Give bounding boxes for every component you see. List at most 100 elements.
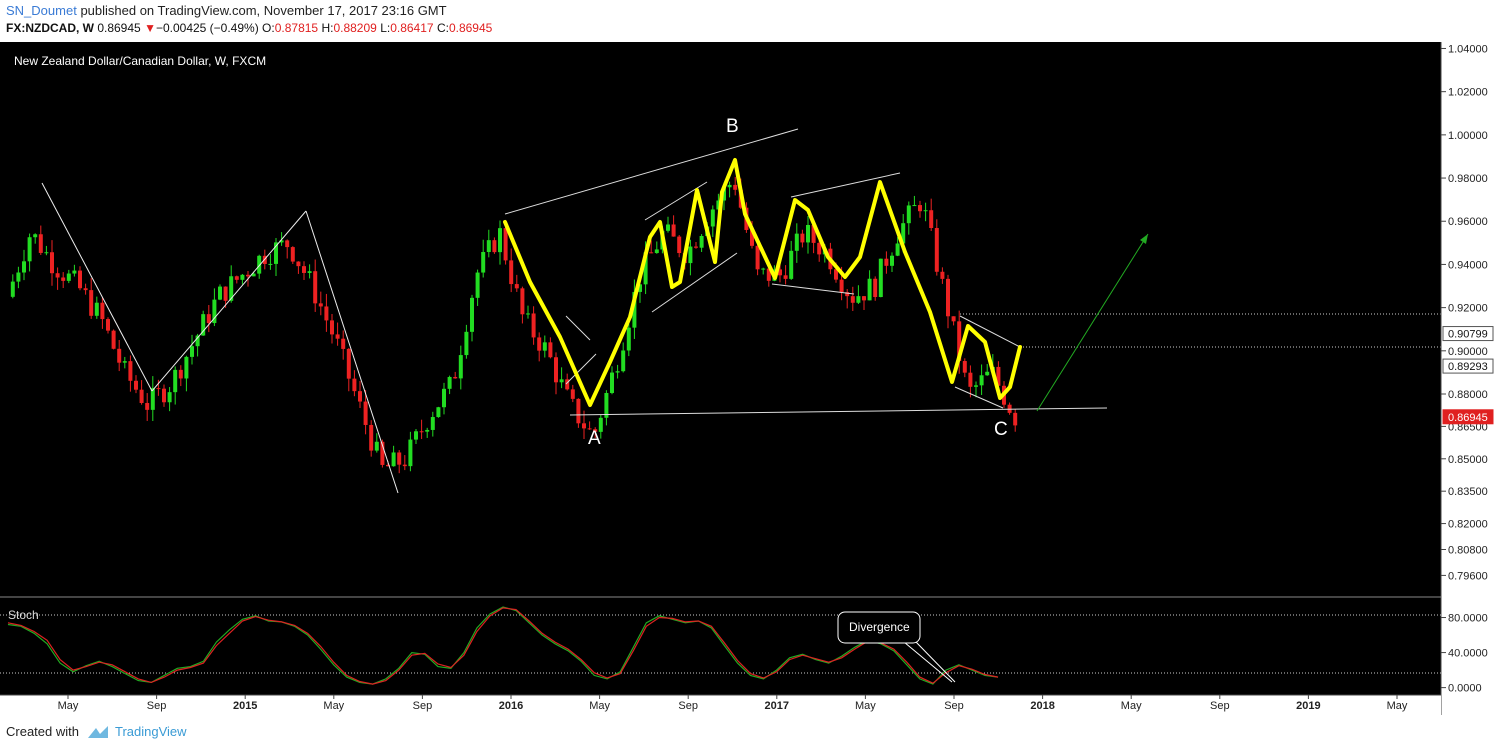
candle-body [61, 277, 66, 281]
candle-body [498, 228, 502, 253]
price-tick-label: 0.85000 [1448, 454, 1488, 466]
candle-body [548, 342, 553, 358]
tradingview-link[interactable]: TradingView [114, 724, 187, 739]
candle-body [106, 319, 110, 331]
candle-body [268, 263, 273, 265]
candle-body [839, 279, 844, 293]
price-label: 0.89293 [1448, 361, 1488, 373]
candle-body [481, 252, 486, 273]
candle-body [195, 335, 200, 347]
candle-body [783, 275, 788, 279]
candle-body [923, 210, 928, 212]
candle-body [934, 228, 939, 272]
candle-body [369, 424, 374, 451]
divergence-callout [837, 611, 921, 644]
candle-body [475, 272, 480, 298]
candle-body [89, 290, 94, 316]
time-tick-label: May [58, 700, 79, 712]
price-tick-label: 0.83500 [1448, 486, 1488, 498]
candle-body [78, 270, 82, 289]
candle-body [251, 273, 256, 277]
candle-body [694, 246, 698, 248]
candle-body [794, 233, 799, 251]
time-tick-label: May [855, 700, 876, 712]
candle-body [38, 234, 43, 253]
candle-body [699, 235, 704, 248]
arrow-head-icon [1140, 234, 1148, 244]
trendline [305, 210, 399, 494]
time-tick-label: 2018 [1030, 700, 1054, 712]
price-tick-label: 0.80800 [1448, 544, 1488, 556]
time-tick-label: Sep [1210, 700, 1230, 712]
high-value: 0.88209 [333, 21, 377, 35]
candle-body [145, 402, 150, 410]
candle-body [654, 249, 659, 254]
time-tick-label: 2017 [765, 700, 789, 712]
close-label: C: [436, 21, 449, 35]
stoch-pane: Stoch Divergence 80.0000 40.0000 0.0000 [0, 596, 1488, 695]
candle-body [212, 299, 217, 324]
candle-body [834, 269, 838, 280]
candle-body [55, 273, 60, 278]
projection-arrow [1036, 233, 1149, 412]
candle-body [374, 441, 379, 451]
candle-body [811, 224, 816, 243]
candle-body [537, 337, 542, 351]
candle-body [302, 266, 306, 273]
candle-body [492, 240, 497, 253]
candle-body [554, 357, 558, 383]
candle-body [223, 286, 228, 301]
stoch-lines [7, 606, 999, 685]
candle-body [559, 379, 564, 383]
chart-area[interactable]: A B C New Zealand Dollar/Canadian Dollar… [0, 42, 1504, 718]
candle-body [178, 369, 183, 379]
candle-body [363, 401, 368, 425]
stoch-title: Stoch [8, 608, 39, 622]
price-label: 0.86945 [1448, 412, 1488, 424]
candle-body [688, 246, 693, 264]
candle-body [346, 348, 351, 379]
candle-body [402, 464, 407, 467]
label-a: A [588, 428, 601, 449]
candle-body [722, 187, 726, 201]
candle-body [895, 243, 900, 256]
time-tick-label: May [1121, 700, 1142, 712]
time-tick-label: Sep [147, 700, 167, 712]
low-label: L: [380, 21, 391, 35]
candle-body [531, 313, 536, 338]
price-tick-label: 1.02000 [1448, 87, 1488, 99]
candle-body [968, 372, 973, 387]
price-tick-label: 0.94000 [1448, 259, 1488, 271]
candle-body [386, 464, 390, 467]
author-link[interactable]: SN_Doumet [6, 3, 77, 18]
candle-body [615, 371, 620, 373]
price-tick-label: 0.98000 [1448, 173, 1488, 185]
price-axis[interactable]: 1.04000 1.02000 1.00000 0.98000 0.96000 0.940… [1441, 43, 1494, 582]
trendline [565, 353, 597, 385]
candle-body [128, 361, 133, 381]
stoch-axis: 80.0000 40.0000 0.0000 [1441, 613, 1488, 695]
candle-body [313, 271, 318, 304]
candle-body [884, 258, 889, 266]
candle-body [229, 276, 234, 301]
candle-body [94, 302, 99, 316]
candle-body [626, 327, 631, 351]
candle-body [341, 338, 346, 349]
candle-body [453, 376, 458, 379]
open-label: O: [262, 21, 275, 35]
time-axis[interactable]: May Sep 2015 May Sep 2016 May Sep 2017 May Sep 2018… [0, 694, 1441, 715]
tradingview-logo-icon [87, 725, 108, 738]
candle-body [486, 240, 491, 253]
candle-body [890, 255, 894, 266]
candle-body [447, 376, 452, 389]
wave-path [503, 158, 1022, 407]
candle-body [10, 281, 15, 297]
time-tick-label: 2019 [1296, 700, 1320, 712]
candle-body [391, 452, 396, 467]
time-tick-label: Sep [413, 700, 433, 712]
candle-body [750, 229, 754, 246]
candle-body [352, 378, 357, 392]
footer: Created with TradingView [6, 724, 187, 739]
divergence-label: Divergence [849, 620, 910, 634]
candle-body [800, 233, 805, 243]
